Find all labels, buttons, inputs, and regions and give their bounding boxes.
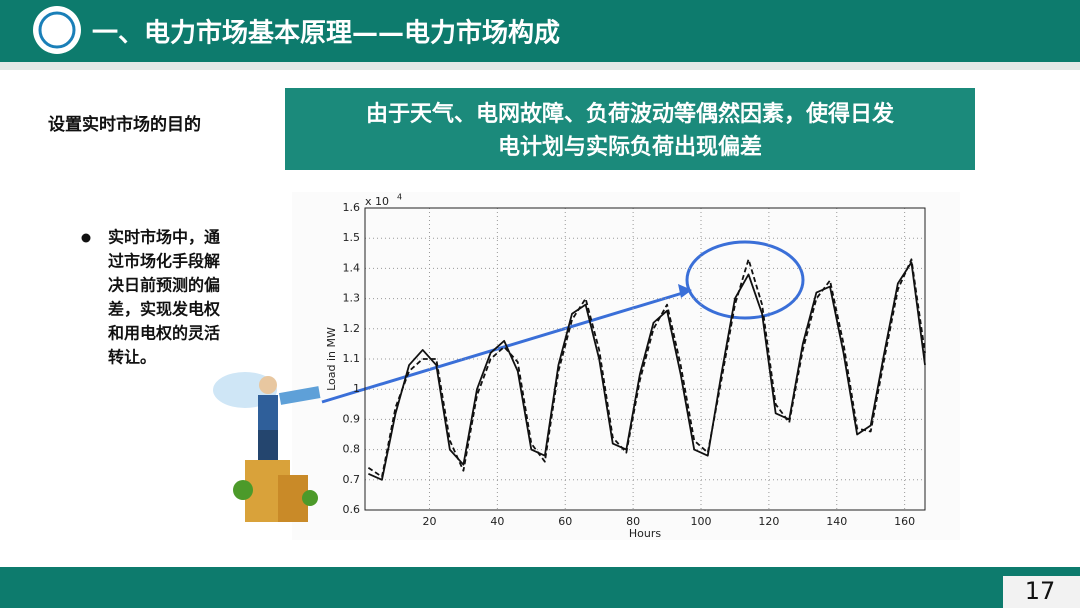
footer-bar [0, 567, 1080, 608]
x-tick-label: 40 [490, 515, 504, 528]
y-tick-label: 1.1 [343, 352, 361, 365]
bullet-line: 差，实现发电权 [108, 300, 221, 319]
person-head [259, 376, 277, 394]
bullet-line: 转让。 [108, 348, 156, 367]
bullet-line: 决日前预测的偏 [108, 276, 220, 295]
x-axis-label: Hours [629, 527, 661, 540]
x-tick-label: 60 [558, 515, 572, 528]
x-tick-label: 80 [626, 515, 640, 528]
header-bar [0, 0, 1080, 62]
header-title: 一、电力市场基本原理——电力市场构成 [92, 18, 560, 49]
arrow-head [678, 284, 692, 298]
y-tick-label: 0.7 [343, 473, 361, 486]
page-number-box [1003, 576, 1080, 608]
x-tick-label: 100 [691, 515, 712, 528]
y-tick-label: 0.6 [343, 503, 361, 516]
x-tick-label: 120 [758, 515, 779, 528]
purpose-label: 设置实时市场的目的 [48, 114, 201, 135]
telescope [278, 386, 321, 405]
purpose-box [285, 88, 975, 170]
x-tick-label: 160 [894, 515, 915, 528]
logo-ring [38, 11, 76, 49]
series-line [368, 261, 926, 481]
y-tick-label: 1.3 [343, 292, 361, 305]
y-tick-label: 1.2 [343, 322, 361, 335]
y-tick-label: 1 [353, 382, 360, 395]
arrow-line [321, 290, 687, 404]
y-tick-label: 1.5 [343, 231, 361, 244]
y-axis-label: Load in MW [325, 327, 338, 391]
page-number: 17 [1025, 577, 1056, 605]
y-tick-label: 1.4 [343, 261, 361, 274]
purpose-line: 电计划与实际负荷出现偏差 [498, 134, 762, 160]
y-tick-label: 1.6 [343, 201, 361, 214]
highlight-ellipse [685, 240, 805, 320]
y-tick-label: 0.9 [343, 412, 361, 425]
tree [302, 490, 318, 506]
x-tick-label: 20 [422, 515, 436, 528]
bullet-dot [81, 233, 91, 243]
person-legs [258, 430, 278, 460]
y-multiplier-exp: 4 [397, 193, 402, 202]
chart-image [292, 192, 960, 540]
person-body [258, 395, 278, 430]
bullet-line: 和用电权的灵活 [108, 324, 220, 343]
purpose-line: 由于天气、电网故障、负荷波动等偶然因素，使得日发 [366, 101, 895, 127]
y-tick-label: 0.8 [343, 443, 361, 456]
bullet-line: 实时市场中，通 [108, 228, 220, 247]
x-tick-label: 140 [826, 515, 847, 528]
tree [233, 480, 253, 500]
bullet-line: 过市场化手段解 [108, 252, 220, 271]
y-multiplier: x 10 [365, 195, 389, 208]
series-line [367, 258, 926, 478]
header-shadow [0, 62, 1080, 70]
